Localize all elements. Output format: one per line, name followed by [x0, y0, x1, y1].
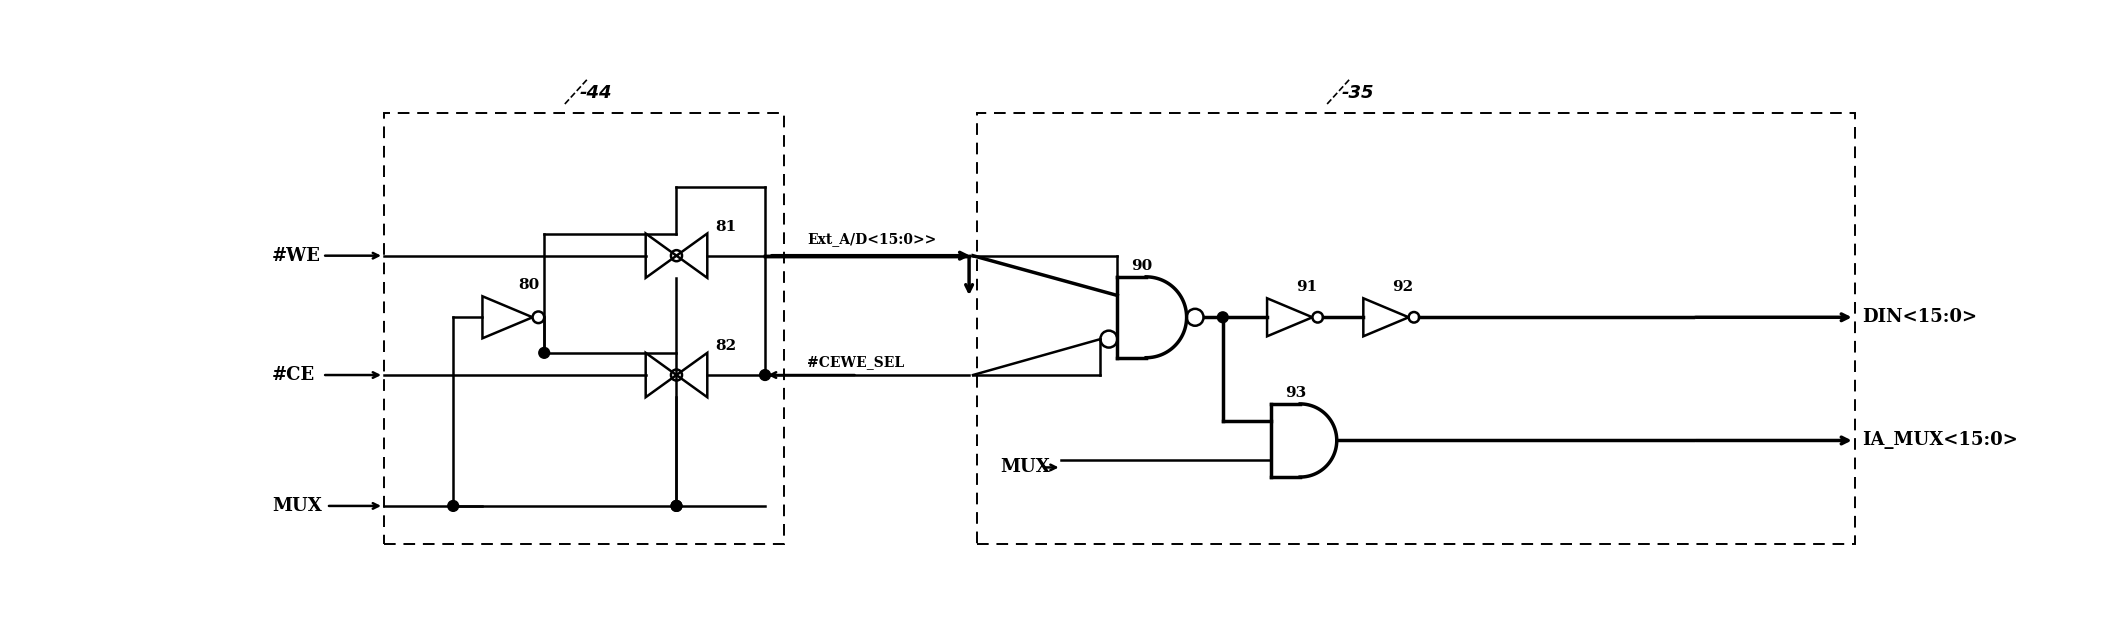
- Circle shape: [539, 347, 549, 358]
- Circle shape: [671, 501, 682, 511]
- Text: 92: 92: [1394, 281, 1415, 295]
- Text: MUX: MUX: [1000, 458, 1050, 476]
- Bar: [977, 113, 1855, 544]
- Text: 81: 81: [716, 220, 737, 234]
- Bar: [383, 113, 785, 544]
- Text: -35: -35: [1341, 83, 1375, 101]
- Text: Ext_A/D<15:0>>: Ext_A/D<15:0>>: [808, 232, 937, 247]
- Text: IA_MUX<15:0>: IA_MUX<15:0>: [1863, 431, 2019, 449]
- Circle shape: [448, 501, 459, 511]
- Text: #CEWE_SEL: #CEWE_SEL: [808, 355, 905, 369]
- Circle shape: [760, 370, 770, 381]
- Text: 91: 91: [1297, 281, 1318, 295]
- Text: 90: 90: [1130, 259, 1151, 273]
- Text: #WE: #WE: [272, 247, 322, 265]
- Text: #CE: #CE: [272, 366, 316, 384]
- Circle shape: [671, 501, 682, 511]
- Text: 82: 82: [716, 340, 737, 354]
- Text: -44: -44: [579, 83, 613, 101]
- Text: DIN<15:0>: DIN<15:0>: [1863, 308, 1977, 326]
- Text: 93: 93: [1284, 386, 1305, 400]
- Text: 80: 80: [518, 279, 539, 292]
- Text: MUX: MUX: [272, 497, 322, 515]
- Circle shape: [1217, 312, 1227, 323]
